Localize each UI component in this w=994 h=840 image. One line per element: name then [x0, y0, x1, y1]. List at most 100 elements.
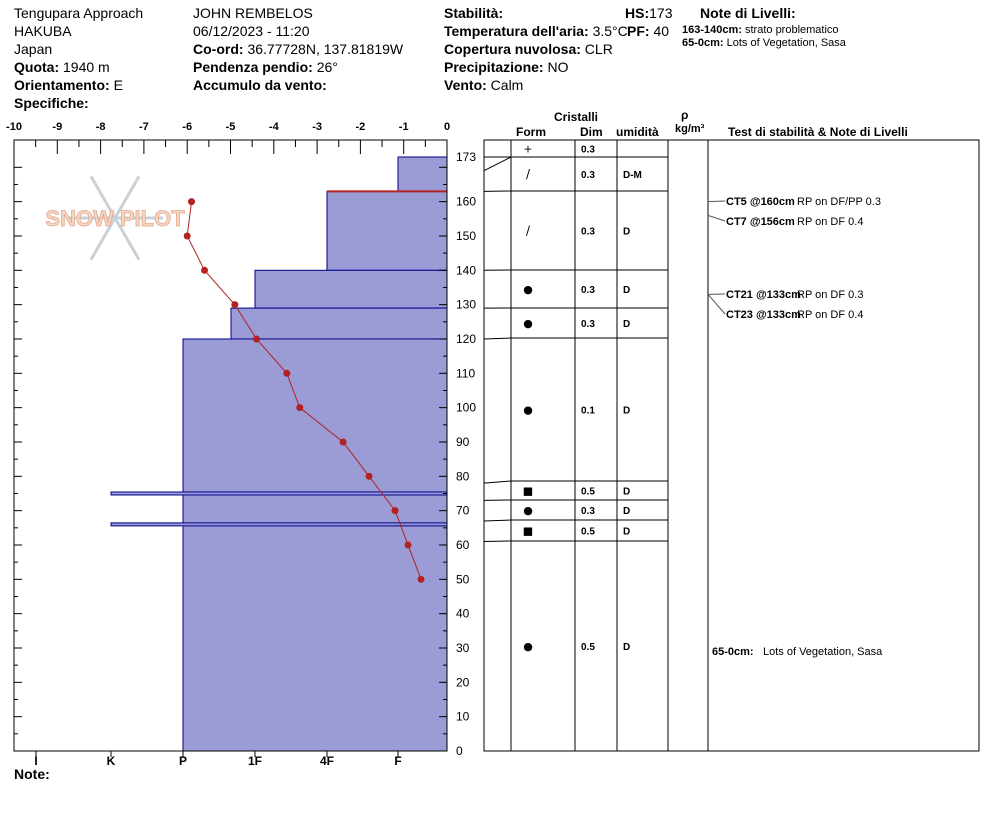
- temp-tick-label: -2: [356, 121, 366, 133]
- stability-test-code: CT23 @133cm: [726, 309, 801, 321]
- logo-flake-arm: [89, 175, 117, 219]
- test-pointer: [707, 200, 726, 203]
- temp-tick-label: 0: [444, 121, 450, 133]
- depth-tick-label: 130: [456, 298, 476, 312]
- temperature-point: [365, 472, 373, 480]
- logo-flake-arm: [89, 217, 117, 261]
- layer-humidity: D-M: [623, 170, 642, 181]
- depth-tick-label: 150: [456, 229, 476, 243]
- snowpilot-logo: SNOW PILOT: [45, 175, 186, 261]
- layer-dim: 0.3: [581, 145, 595, 156]
- depth-tick-label: 160: [456, 195, 476, 209]
- depth-tick-label: 110: [456, 366, 475, 380]
- temperature-point: [339, 438, 347, 446]
- air-temp-row: Temperatura dell'aria: 3.5°C: [444, 23, 628, 39]
- layer-boundary-line: [483, 540, 668, 543]
- elevation-row: Quota: 1940 m: [14, 59, 110, 75]
- thin-hard-layer: [110, 491, 448, 496]
- temp-tick-label: -1: [399, 121, 409, 133]
- stability-label: Stabilità:: [444, 5, 504, 21]
- hardness-layer: [254, 269, 448, 309]
- layer-form: ●: [523, 283, 533, 296]
- test-pointer: [707, 294, 726, 315]
- hardness-tick-label: P: [179, 754, 187, 768]
- depth-tick-label: 80: [456, 469, 470, 483]
- layer-form: ●: [523, 317, 533, 330]
- depth-tick-label: 40: [456, 607, 470, 621]
- layer-form: ●: [523, 404, 533, 417]
- hardness-layer: [397, 156, 448, 192]
- hs-row: HS:173: [625, 5, 673, 21]
- layer-form: /: [526, 167, 531, 181]
- layer-form: ■: [523, 525, 533, 538]
- depth-tick-label: 30: [456, 641, 470, 655]
- depth-tick-label: 120: [456, 332, 476, 346]
- layer-humidity: D: [623, 406, 630, 417]
- cloud-row: Copertura nuvolosa: CLR: [444, 41, 613, 57]
- logo-flake-arm: [113, 217, 141, 261]
- depth-tick-label: 140: [456, 263, 476, 277]
- layer-humidity: D: [623, 227, 630, 238]
- hardness-layer: [182, 338, 448, 752]
- layer-boundary-line: [483, 480, 668, 484]
- form-header: Form: [516, 125, 546, 139]
- layer-dim: 0.3: [581, 319, 595, 330]
- layer-boundary-line: [483, 519, 668, 522]
- temperature-point: [417, 575, 425, 583]
- country-name: Japan: [14, 41, 53, 57]
- depth-tick-label: 70: [456, 504, 470, 518]
- temperature-point: [201, 266, 209, 274]
- humidity-header: umidità: [616, 125, 659, 139]
- coordinates-row: Co-ord: 36.77728N, 137.81819W: [193, 41, 404, 57]
- depth-tick-label: 0: [456, 744, 463, 758]
- hardness-tick-label: 4F: [320, 754, 334, 768]
- temp-tick-label: -3: [312, 121, 322, 133]
- layer-humidity: D: [623, 487, 630, 498]
- temperature-point: [231, 301, 239, 309]
- layer-humidity: D: [623, 506, 630, 517]
- depth-tick-label: 60: [456, 538, 470, 552]
- density-header: ρ: [681, 108, 689, 122]
- stability-test-result: RP on DF 0.4: [797, 216, 863, 228]
- temp-tick-label: -6: [182, 121, 192, 133]
- temperature-point: [188, 198, 196, 206]
- pf-row: PF: 40: [627, 23, 670, 39]
- observer-name: JOHN REMBELOS: [193, 5, 313, 21]
- layer-boundary-line: [483, 156, 668, 172]
- layer-form: ■: [523, 485, 533, 498]
- depth-tick-label: 20: [456, 675, 470, 689]
- stability-test-result: RP on DF/PP 0.3: [797, 196, 881, 208]
- layer-dim: 0.5: [581, 642, 595, 653]
- logo-text: SNOW PILOT: [45, 206, 185, 231]
- temperature-point: [391, 507, 399, 515]
- temperature-line: [186, 201, 422, 580]
- layer-form: /: [526, 224, 531, 238]
- depth-tick-label: 100: [456, 401, 476, 415]
- hardness-tick-label: K: [107, 754, 116, 768]
- aspect-row: Orientamento: E: [14, 77, 123, 93]
- depth-tick-label: 10: [456, 710, 470, 724]
- depth-tick-label: 173: [456, 150, 476, 164]
- layer-dim: 0.3: [581, 506, 595, 517]
- depth-tick-label: 50: [456, 572, 470, 586]
- layer-boundary-line: [483, 337, 668, 340]
- temp-tick-label: -7: [139, 121, 149, 133]
- temp-tick-label: -10: [6, 121, 22, 133]
- temp-tick-label: -5: [226, 121, 236, 133]
- slope-row: Pendenza pendio: 26°: [193, 59, 338, 75]
- hardness-layer: [230, 307, 448, 340]
- density-unit: kg/m³: [675, 123, 705, 135]
- thin-hard-layer: [110, 522, 448, 527]
- layer-form: ●: [523, 640, 533, 653]
- temperature-point: [283, 369, 291, 377]
- note-label: Note:: [14, 766, 50, 782]
- depth-tick-label: 90: [456, 435, 470, 449]
- layer-humidity: D: [623, 642, 630, 653]
- specifics-label: Specifiche:: [14, 95, 89, 111]
- temp-tick-label: -4: [269, 121, 280, 133]
- stability-test-code: CT7 @156cm: [726, 216, 795, 228]
- layer-dim: 0.3: [581, 285, 595, 296]
- observation-datetime: 06/12/2023 - 11:20: [193, 23, 310, 39]
- temperature-point: [183, 232, 191, 240]
- layer-note-text: Lots of Vegetation, Sasa: [763, 646, 883, 658]
